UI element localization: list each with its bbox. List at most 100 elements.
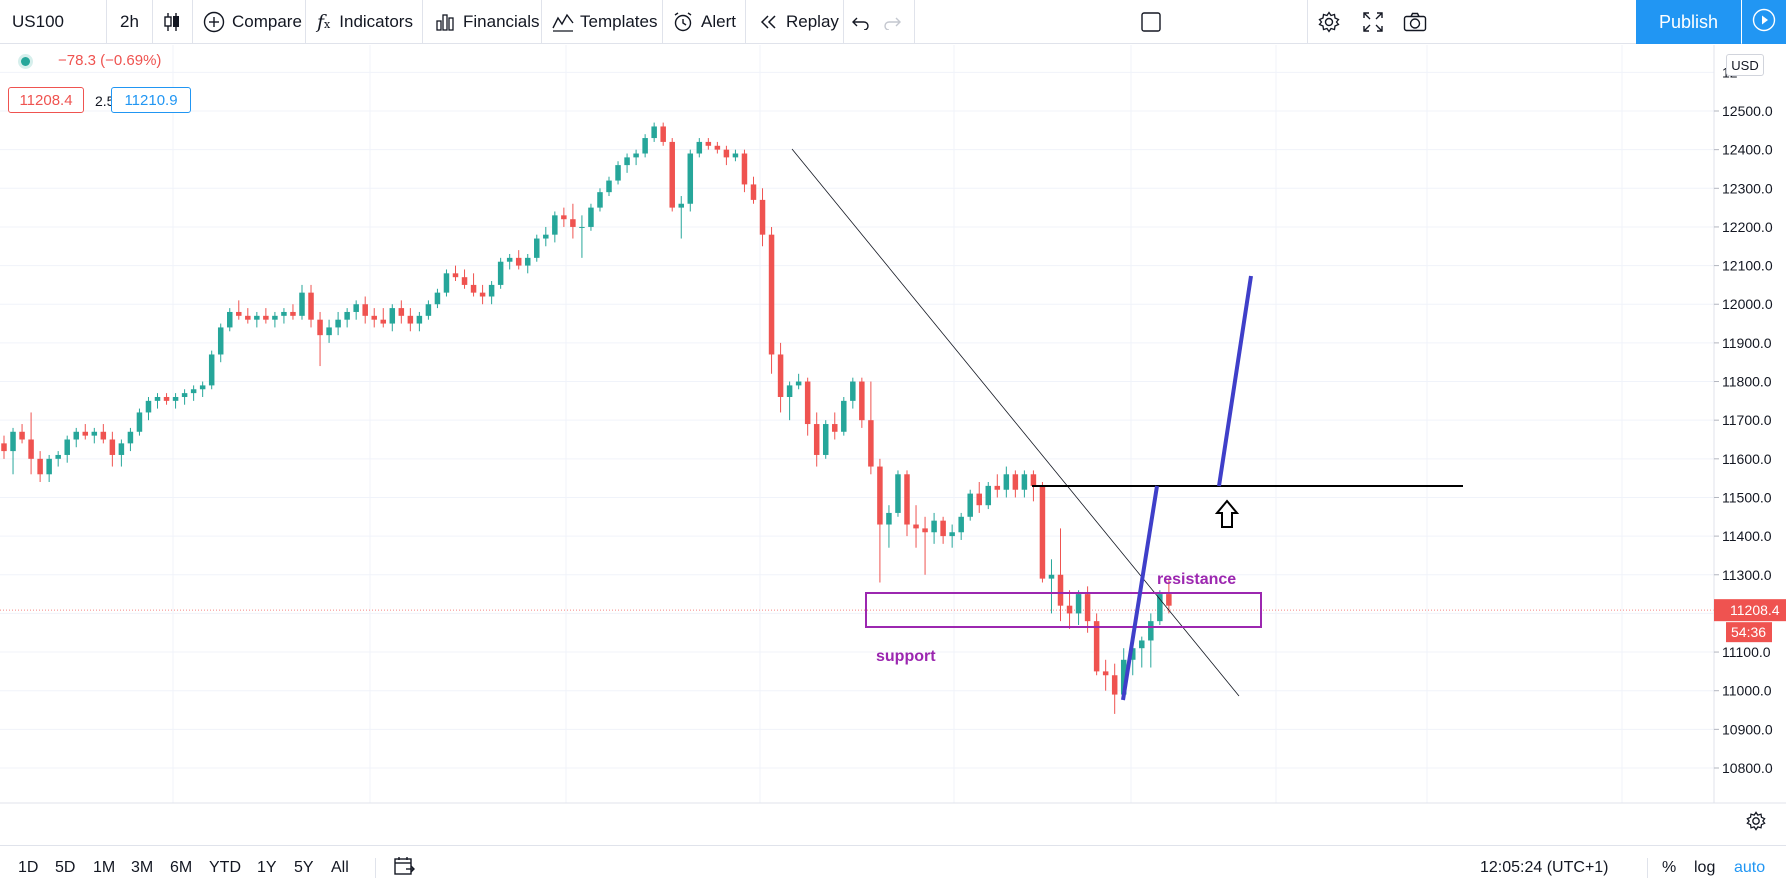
candle (371, 308, 377, 328)
range-ytd-button[interactable]: YTD (209, 846, 241, 890)
candle (606, 176, 612, 197)
fullscreen-button[interactable] (1362, 0, 1384, 44)
candle (777, 342, 784, 413)
price-tick-label: 11300.0 (1722, 567, 1772, 583)
settings-button[interactable] (1318, 0, 1340, 44)
percent-scale-toggle[interactable]: % (1662, 846, 1676, 890)
range-all-button[interactable]: All (331, 846, 349, 890)
templates-button[interactable]: Templates (552, 0, 657, 44)
candle (615, 161, 621, 185)
candle (786, 381, 793, 421)
ask-price-button[interactable]: 11210.9 (111, 87, 191, 113)
bid-price-button[interactable]: 11208.4 (8, 87, 84, 113)
axis-settings-button[interactable] (1736, 803, 1776, 843)
replay-button[interactable]: Replay (759, 0, 839, 44)
candle (678, 196, 684, 239)
play-circle-icon (1752, 8, 1776, 37)
price-axis-background (1714, 45, 1786, 803)
candle (543, 226, 549, 247)
range-5y-button[interactable]: 5Y (294, 846, 314, 890)
candle (506, 253, 513, 270)
projection-line-up[interactable] (1121, 485, 1159, 701)
redo-button[interactable] (883, 0, 901, 44)
candle (308, 284, 314, 328)
financials-button[interactable]: Financials (435, 0, 540, 44)
interval-button[interactable]: 2h (120, 0, 139, 44)
candle (199, 381, 206, 397)
candle (362, 296, 368, 324)
trend-line[interactable] (791, 148, 1240, 697)
chart-type-button[interactable] (162, 0, 182, 44)
indicators-button[interactable]: fx Indicators (317, 0, 413, 44)
toolbar-divider (745, 0, 746, 44)
price-tick-label: 12500.0 (1722, 103, 1773, 119)
range-label: All (331, 859, 349, 876)
price-tick-label: 12300.0 (1722, 180, 1773, 196)
alert-button[interactable]: Alert (672, 0, 736, 44)
candle (181, 389, 188, 405)
timezone-clock-button[interactable]: 12:05:24 (UTC+1) (1480, 846, 1609, 890)
camera-icon (1403, 12, 1427, 32)
up-arrow-icon[interactable] (1214, 499, 1240, 528)
price-tick-label: 12000.0 (1722, 296, 1773, 312)
candle (479, 284, 486, 305)
price-tick-label: 12200.0 (1722, 219, 1773, 235)
candle (1012, 470, 1019, 498)
candle (299, 284, 305, 320)
candle (985, 482, 992, 510)
candle (335, 311, 341, 336)
candle (759, 188, 766, 247)
candle (1166, 578, 1172, 614)
go-to-date-button[interactable] (393, 846, 415, 890)
publish-label: Publish (1658, 11, 1719, 32)
candle (967, 489, 973, 521)
support-resistance-zone[interactable] (865, 592, 1262, 628)
candle (624, 153, 630, 173)
symbol-search-button[interactable]: US100 (12, 0, 64, 44)
candle (434, 288, 441, 309)
candle (380, 308, 387, 328)
price-tick-label: 11500.0 (1722, 489, 1772, 505)
undo-icon (852, 14, 870, 30)
candle (976, 482, 982, 513)
price-change: −78.3 (−0.69%) (58, 52, 162, 69)
auto-scale-toggle[interactable]: auto (1734, 846, 1765, 890)
publish-button[interactable]: Publish (1636, 0, 1741, 44)
range-label: 6M (170, 859, 193, 876)
candle (154, 393, 161, 409)
publish-options-button[interactable] (1742, 0, 1786, 44)
toolbar-divider (192, 0, 193, 44)
price-chart[interactable]: resistance support 12500.0 12400.0 12300.0… (0, 45, 1786, 804)
candle (895, 470, 901, 517)
range-1y-button[interactable]: 1Y (257, 846, 277, 890)
price-axis[interactable]: 12500.0 12400.0 12300.0 12200.0 12100.0 12000… (1713, 45, 1786, 803)
undo-button[interactable] (852, 0, 870, 44)
candle (19, 424, 25, 444)
range-3m-button[interactable]: 3M (131, 846, 153, 890)
toolbar-divider (152, 0, 153, 44)
candle (227, 308, 233, 332)
log-scale-toggle[interactable]: log (1694, 846, 1715, 890)
candle (768, 226, 775, 374)
snapshot-button[interactable] (1403, 0, 1427, 44)
candle (1093, 613, 1100, 676)
range-6m-button[interactable]: 6M (170, 846, 192, 890)
candle (281, 308, 287, 324)
last-price-label: 11208.4 (1730, 602, 1780, 618)
range-1m-button[interactable]: 1M (93, 846, 115, 890)
price-tick-label: 11700.0 (1722, 412, 1772, 428)
ask-price: 11210.9 (124, 91, 178, 109)
candle (859, 377, 865, 428)
range-5d-button[interactable]: 5D (55, 846, 75, 890)
time-axis[interactable]: 2628Sep37913:001416 (0, 802, 1786, 804)
toolbar-divider (422, 0, 423, 44)
candle (913, 505, 919, 548)
compare-button[interactable]: Compare (203, 0, 302, 44)
range-1d-button[interactable]: 1D (18, 846, 38, 890)
currency-button[interactable]: USD (1726, 54, 1764, 76)
bottom-divider (1647, 858, 1648, 878)
projection-line-target[interactable] (1217, 275, 1253, 487)
candle (353, 300, 359, 320)
layout-button[interactable] (1140, 0, 1162, 44)
templates-label: Templates (580, 12, 658, 31)
